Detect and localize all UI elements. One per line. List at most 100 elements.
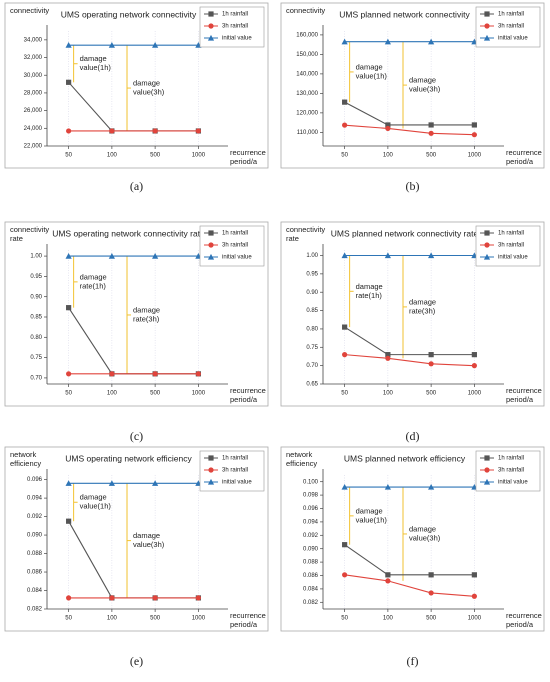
series-line [344,354,475,367]
x-tick-label: 100 [383,153,394,159]
legend-label: 1h rainfall [498,231,524,237]
legend-label: initial value [498,255,528,261]
x-tick-label: 1000 [192,616,206,622]
legend-label: initial value [498,36,528,42]
x-axis-label: period/a [230,157,258,166]
y-tick-label: 120,000 [296,110,318,116]
legend-label: 1h rainfall [498,456,524,462]
y-tick-label: 0.088 [27,551,43,557]
y-tick-label: 0.086 [303,573,319,579]
series-line [344,124,475,136]
y-tick-label: 0.098 [303,493,319,499]
legend-label: 3h rainfall [498,243,524,249]
annotation: value(1h) [356,515,388,524]
marker [207,478,215,485]
x-tick-label: 500 [150,391,161,397]
y-tick-label: 0.088 [303,560,319,566]
marker [208,23,214,29]
y-tick-label: 0.75 [306,345,318,351]
marker [384,38,391,45]
marker [108,42,115,48]
annotation: damage [80,272,107,281]
x-tick-label: 500 [150,153,161,159]
annotation: rate(3h) [133,314,160,323]
annotation: damage [356,282,383,291]
x-tick-label: 500 [150,616,161,622]
marker [341,483,348,490]
marker [208,455,214,461]
marker [483,478,491,485]
marker [152,128,158,134]
x-tick-label: 50 [65,391,72,397]
marker [66,518,72,524]
annotation: rate(3h) [409,306,436,315]
x-tick-label: 1000 [192,153,206,159]
x-tick-label: 50 [341,616,348,622]
marker [195,128,201,134]
x-axis-label: period/a [506,157,534,166]
panel-frame [4,221,269,407]
marker [385,355,391,361]
panel-frame [280,2,545,169]
chart-title: UMS operating network efficiency [65,453,192,463]
y-axis-label: connectivity [10,6,49,15]
y-tick-label: 26,000 [24,108,43,114]
marker [208,467,214,473]
y-tick-label: 1.00 [30,254,42,260]
y-tick-label: 0.65 [306,382,318,388]
y-tick-label: 0.90 [306,290,318,296]
x-tick-label: 50 [341,153,348,159]
panel-frame [280,446,545,632]
y-tick-label: 24,000 [24,126,43,132]
x-tick-label: 100 [383,391,394,397]
y-tick-label: 0.094 [27,496,43,502]
x-tick-label: 500 [426,616,437,622]
annotation: damage [409,297,436,306]
y-tick-label: 22,000 [24,144,43,150]
legend-label: 3h rainfall [222,468,248,474]
y-tick-label: 0.092 [27,514,43,520]
marker [152,252,159,259]
y-tick-label: 160,000 [296,32,318,38]
x-axis-label: recurrence [506,148,542,157]
legend-label: 3h rainfall [222,243,248,249]
x-tick-label: 50 [341,391,348,397]
y-tick-label: 34,000 [24,37,43,43]
marker [342,542,348,548]
annotation: rate(1h) [80,281,107,290]
annotation: value(3h) [409,85,441,94]
y-tick-label: 0.096 [27,477,43,483]
marker [109,595,115,601]
chart-title: UMS planned network connectivity [339,9,470,19]
y-tick-label: 110,000 [297,130,319,136]
marker [428,252,435,259]
marker [66,371,72,377]
x-tick-label: 1000 [468,616,482,622]
marker [66,595,72,601]
annotation: damage [80,54,107,63]
y-axis-label: connectivity [286,6,325,15]
marker [484,11,490,17]
marker [471,352,477,358]
marker [66,128,72,134]
y-tick-label: 0.084 [303,586,319,592]
y-tick-label: 0.090 [27,533,43,539]
marker [428,38,435,45]
x-axis-label: recurrence [230,386,266,395]
series-line [344,544,475,576]
marker [484,230,490,236]
x-tick-label: 1000 [468,153,482,159]
marker [65,480,72,486]
annotation: value(1h) [80,63,112,72]
x-tick-label: 100 [383,616,394,622]
marker [65,42,72,48]
legend-label: 1h rainfall [222,231,248,237]
marker [385,352,391,358]
marker [108,252,115,259]
panel-label: (a) [130,179,143,193]
y-axis-label: rate [286,234,299,243]
marker [471,122,477,128]
annotation: damage [356,62,383,71]
marker [195,371,201,377]
